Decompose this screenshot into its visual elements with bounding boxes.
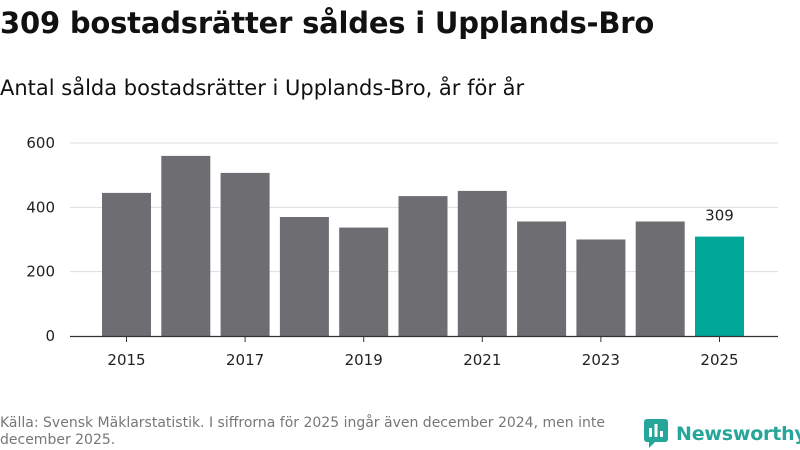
bar-2015 bbox=[102, 192, 151, 336]
bar-2023 bbox=[576, 239, 626, 336]
x-tick-label: 2023 bbox=[582, 351, 620, 369]
bar-2020 bbox=[398, 196, 448, 336]
bar-2021 bbox=[457, 190, 507, 336]
brand-name: Newsworthy bbox=[676, 423, 800, 445]
bar-2025 bbox=[695, 236, 744, 336]
bar-2024 bbox=[635, 221, 685, 336]
source-note: Källa: Svensk Mäklarstatistik. I siffror… bbox=[0, 415, 605, 448]
x-tick-label: 2017 bbox=[226, 351, 264, 369]
data-label-2025: 309 bbox=[705, 207, 734, 225]
bar-2018 bbox=[279, 217, 329, 336]
x-tick-label: 2021 bbox=[463, 351, 501, 369]
x-tick-label: 2019 bbox=[345, 351, 383, 369]
bar-2016 bbox=[161, 155, 211, 336]
chart-subtitle: Antal sålda bostadsrätter i Upplands-Bro… bbox=[0, 76, 525, 100]
bar-2017 bbox=[220, 172, 270, 336]
y-tick-label: 600 bbox=[26, 134, 55, 152]
bar-2022 bbox=[517, 221, 567, 336]
y-tick-label: 400 bbox=[26, 198, 55, 216]
x-tick-label: 2015 bbox=[107, 351, 145, 369]
x-tick-label: 2025 bbox=[700, 351, 738, 369]
brand-logo[interactable]: Newsworthy bbox=[644, 419, 800, 449]
y-tick-label: 0 bbox=[45, 327, 55, 345]
bar-chart-logo-icon bbox=[644, 419, 668, 448]
y-tick-label: 200 bbox=[26, 263, 55, 281]
page-title: 309 bostadsrätter såldes i Upplands-Bro bbox=[0, 6, 655, 40]
bar-2019 bbox=[339, 227, 389, 336]
